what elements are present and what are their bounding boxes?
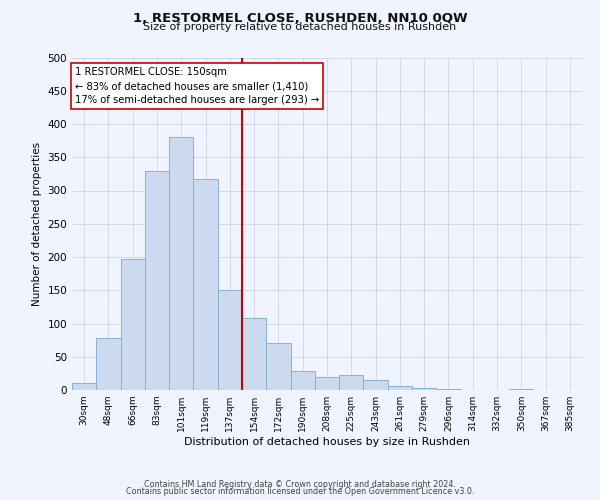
Bar	[339, 376, 364, 390]
Bar	[96, 338, 121, 390]
Bar	[388, 386, 412, 390]
X-axis label: Distribution of detached houses by size in Rushden: Distribution of detached houses by size …	[184, 437, 470, 447]
Bar	[121, 259, 145, 390]
Text: Contains HM Land Registry data © Crown copyright and database right 2024.: Contains HM Land Registry data © Crown c…	[144, 480, 456, 489]
Bar	[72, 384, 96, 390]
Bar	[242, 318, 266, 390]
Bar	[364, 380, 388, 390]
Text: Size of property relative to detached houses in Rushden: Size of property relative to detached ho…	[143, 22, 457, 32]
Text: Contains public sector information licensed under the Open Government Licence v3: Contains public sector information licen…	[126, 487, 474, 496]
Text: 1 RESTORMEL CLOSE: 150sqm
← 83% of detached houses are smaller (1,410)
17% of se: 1 RESTORMEL CLOSE: 150sqm ← 83% of detac…	[74, 68, 319, 106]
Bar	[290, 370, 315, 390]
Bar	[193, 178, 218, 390]
Bar	[218, 290, 242, 390]
Bar	[412, 388, 436, 390]
Bar	[315, 376, 339, 390]
Bar	[145, 170, 169, 390]
Bar	[266, 343, 290, 390]
Text: 1, RESTORMEL CLOSE, RUSHDEN, NN10 0QW: 1, RESTORMEL CLOSE, RUSHDEN, NN10 0QW	[133, 12, 467, 26]
Bar	[169, 138, 193, 390]
Y-axis label: Number of detached properties: Number of detached properties	[32, 142, 42, 306]
